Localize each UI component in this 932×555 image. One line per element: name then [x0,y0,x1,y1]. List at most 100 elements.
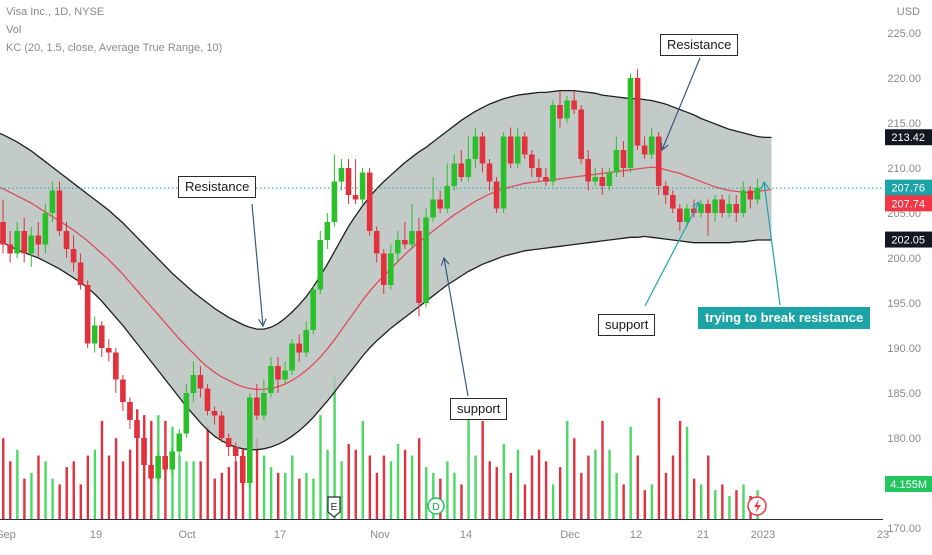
volume-bar [502,444,505,519]
y-tick-label: 180.00 [887,433,921,445]
price-badge [885,129,932,146]
symbol-legend[interactable]: Visa Inc., 1D, NYSE [6,6,105,18]
candle-body [211,411,218,416]
candle-body [261,393,267,416]
candle-body [218,415,225,438]
candle-body [42,213,49,245]
volume-bar [643,490,646,519]
candle-body [190,375,197,393]
candle-body [606,172,613,186]
candle-body [507,136,514,164]
candle-body [754,187,761,200]
candle-body [275,366,281,380]
volume-bar [488,461,491,519]
candle-body [162,456,168,470]
volume-bar [559,467,562,519]
candle-body [747,190,754,200]
resistance-arrow-right [661,57,701,151]
volume-bar [333,374,336,519]
candle-body [465,159,472,177]
resistance-note-right: Resistance [660,34,739,56]
volume-bar [432,472,435,519]
candle-body [493,181,500,209]
x-tick-label: 12 [630,529,642,541]
volume-bar [664,472,668,519]
volume-bar [340,461,343,519]
candle-body [402,240,408,245]
candle-body [670,195,676,209]
candle-body [698,204,704,213]
candle-body [113,352,119,380]
y-tick-label: 170.00 [887,523,921,535]
volume-bar [587,455,590,519]
x-tick-label: 17 [274,529,286,541]
candle-body [557,105,563,119]
support-arrow-mid-head [440,256,450,266]
volume-bar [537,449,541,519]
candle-body [479,136,486,164]
volume-bar [100,420,104,519]
x-tick-label: 19 [90,529,102,541]
volume-bar [16,449,19,519]
candle-body [500,136,507,209]
volume-bar [544,461,548,519]
candle-body [141,438,147,465]
volume-bar [65,467,68,519]
volume-bar [389,461,393,519]
x-tick-label: Nov [370,529,390,541]
volume-bar [93,449,97,519]
volume-bar [382,455,386,519]
candle-body [84,285,91,344]
volume-bar [671,455,675,519]
volume-bar [277,472,280,519]
candle-body [521,136,528,155]
keltner-legend[interactable]: KC (20, 1.5, close, Average True Range, … [6,42,223,54]
volume-bar [128,449,132,519]
candle-body [338,168,345,182]
volume-bar [199,461,202,519]
candle-body [712,199,718,213]
volume-bar [410,455,414,519]
candle-body [451,163,458,186]
volume-bar [37,455,40,519]
candle-body [21,231,27,254]
volume-bar [742,484,745,519]
volume-bar [615,472,618,519]
candle-body [416,231,422,303]
volume-bar [284,472,287,519]
volume-bar [58,484,61,519]
x-tick-label: Dec [560,529,580,541]
volume-bar [692,478,696,519]
candle-body [317,240,324,290]
volume-bar [460,484,463,519]
volume-bar [192,461,195,519]
volume-bar [347,444,350,519]
price-badge-label: 207.74 [891,198,925,210]
candle-body [14,231,20,254]
candle-body [684,208,690,222]
volume-bar [291,455,294,519]
support-arrow-mid [443,257,469,397]
candle-body [91,325,98,344]
price-badge-label: 202.05 [891,235,925,247]
candle-body [282,370,288,380]
event-marker-label: D [432,502,439,513]
candle-body [106,348,112,353]
candle-body [204,388,211,411]
volume-bar [255,438,259,519]
candle-body [486,163,493,182]
volume-bar [9,461,12,519]
candle-body [254,397,260,416]
volume-bar [594,449,597,519]
y-tick-label: 215.00 [887,118,921,130]
y-tick-label: 185.00 [887,388,921,400]
volume-bar [678,420,682,519]
volume-bar [551,484,555,519]
volume-bar [601,420,604,519]
volume-legend[interactable]: Vol [6,24,22,36]
volume-bar [735,490,738,519]
resistance-arrow-right-head [660,141,669,152]
volume-bar [319,415,322,519]
